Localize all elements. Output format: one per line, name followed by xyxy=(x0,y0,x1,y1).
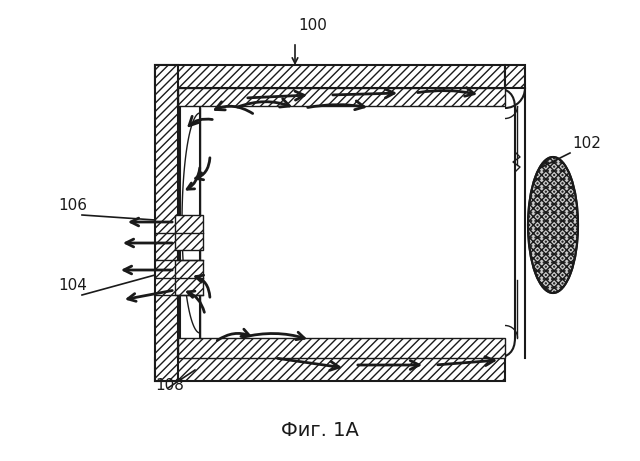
Text: Фиг. 1А: Фиг. 1А xyxy=(281,420,359,439)
Text: 102: 102 xyxy=(572,136,601,151)
FancyBboxPatch shape xyxy=(180,88,515,358)
Text: 108: 108 xyxy=(155,378,184,393)
Bar xyxy=(155,65,505,88)
Bar xyxy=(155,65,178,381)
Bar xyxy=(175,260,203,295)
Text: 106: 106 xyxy=(58,198,87,213)
Bar xyxy=(200,108,470,338)
Bar xyxy=(200,103,240,343)
Bar xyxy=(178,338,505,358)
Text: 100: 100 xyxy=(298,18,327,33)
Bar xyxy=(505,65,525,88)
Text: 104: 104 xyxy=(58,278,87,293)
Bar xyxy=(178,88,505,106)
Bar xyxy=(155,358,505,381)
Ellipse shape xyxy=(528,157,578,293)
Bar xyxy=(175,215,203,250)
